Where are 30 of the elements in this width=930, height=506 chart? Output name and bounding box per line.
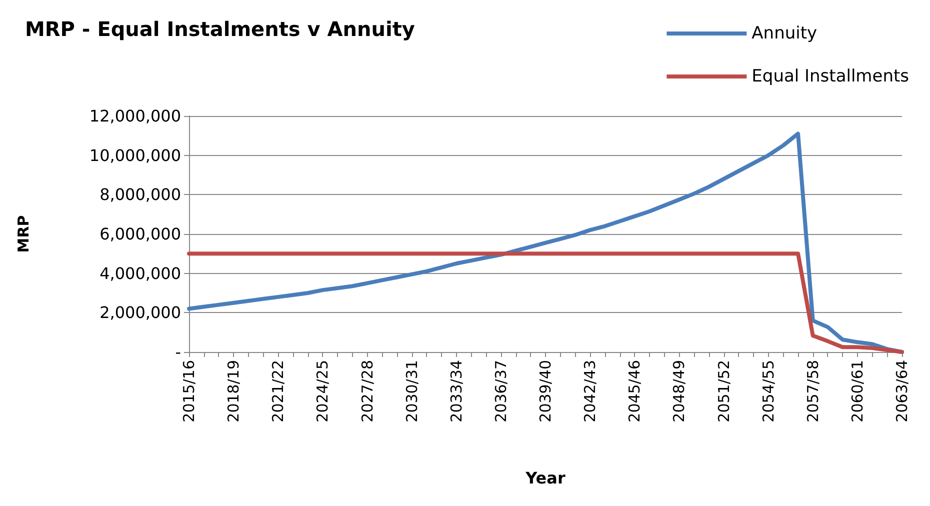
x-tick-label: 2024/25 [314, 360, 332, 422]
x-tick-label: 2030/31 [402, 360, 421, 422]
y-tick-label: - [175, 342, 181, 362]
legend-label: Annuity [752, 24, 818, 44]
legend-label: Equal Installments [752, 66, 910, 86]
x-tick-label: 2042/43 [581, 360, 600, 422]
x-tick-label: 2039/40 [536, 360, 554, 422]
x-tick-label: 2033/34 [447, 360, 466, 422]
line-series [187, 252, 904, 354]
x-tick-label: 2054/55 [759, 360, 778, 422]
x-tick-label: 2048/49 [670, 360, 688, 422]
y-tick-label: 4,000,000 [100, 264, 181, 283]
x-tick-label: 2027/28 [358, 360, 376, 422]
x-tick-label: 2045/46 [626, 360, 644, 422]
y-axis-title: MRP [14, 215, 32, 253]
y-tick-label: 6,000,000 [100, 224, 181, 244]
x-tick-label: 2057/58 [804, 360, 822, 422]
x-axis-title: Year [524, 468, 566, 488]
y-tick-label: 8,000,000 [100, 185, 181, 204]
y-tick-label: 10,000,000 [89, 146, 181, 165]
x-tick-label: 2015/16 [180, 360, 198, 422]
x-tick-label: 2021/22 [269, 360, 288, 422]
x-tick-label: 2036/37 [492, 360, 510, 422]
y-tick-label: 2,000,000 [100, 303, 181, 322]
x-tick-label: 2060/61 [848, 360, 866, 422]
x-tick-label: 2051/52 [714, 360, 733, 422]
x-tick-label: 2063/64 [893, 360, 911, 422]
x-tick-label: 2018/19 [224, 360, 243, 422]
y-tick-label: 12,000,000 [89, 106, 181, 126]
chart-title: MRP - Equal Instalments v Annuity [25, 17, 415, 41]
